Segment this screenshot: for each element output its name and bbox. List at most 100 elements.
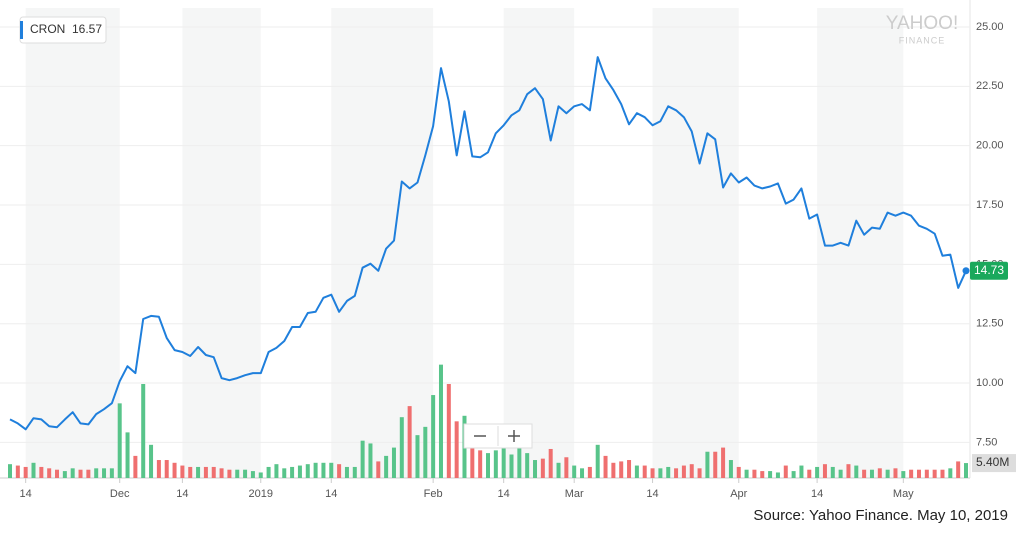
volume-bar (689, 464, 694, 478)
volume-bar (964, 463, 968, 478)
price-line (9, 56, 967, 431)
volume-bar (752, 469, 757, 478)
volume-bar (391, 447, 396, 478)
volume-bar (525, 453, 530, 478)
volume-bar (948, 468, 953, 478)
volume-bar (125, 432, 130, 478)
volume-bar (760, 471, 765, 478)
last-price-box (970, 261, 1008, 280)
x-tick-label: 14 (325, 488, 337, 500)
volume-bar (854, 465, 859, 478)
volume-bar (478, 450, 483, 478)
volume-bar (47, 468, 52, 478)
volume-bar (885, 469, 890, 478)
y-tick-label: 12.50 (976, 318, 1004, 330)
volume-bar (775, 472, 780, 478)
volume-bar (548, 448, 553, 478)
volume-bar (250, 471, 255, 478)
volume-bar (141, 384, 146, 478)
volume-bar (305, 464, 310, 478)
volume-bar (172, 462, 177, 478)
volume-bar (454, 421, 459, 478)
volume-bar (274, 464, 279, 478)
volume-bar (8, 464, 12, 478)
volume-bar (658, 468, 663, 478)
volume-bar (846, 464, 851, 478)
volume-bar (799, 465, 804, 478)
volume-bar (556, 462, 561, 478)
x-tick-label: Feb (424, 488, 443, 500)
volume-bar (62, 471, 67, 478)
volume-bar (15, 465, 20, 478)
volume-bar (431, 395, 436, 478)
volume-bar (376, 461, 381, 478)
volume-bar (627, 460, 632, 478)
volume-bar (603, 455, 608, 478)
volume-bar (713, 451, 718, 478)
volume-bar (580, 468, 585, 478)
volume-bar (102, 468, 107, 478)
volume-bar (862, 469, 867, 478)
volume-bar (235, 469, 240, 478)
x-tick-label: 14 (811, 488, 823, 500)
logo-sub: FINANCE (899, 35, 946, 45)
volume-bar (909, 469, 914, 478)
volume-bar (572, 465, 577, 478)
volume-bar (540, 458, 545, 478)
volume-bar (807, 469, 812, 478)
volume-bar (791, 471, 796, 478)
period-band (817, 8, 904, 478)
volume-bar (399, 417, 404, 478)
period-band (503, 8, 575, 478)
volume-bar (674, 468, 679, 478)
volume-bar (282, 468, 287, 478)
volume-bar (783, 465, 788, 478)
logo: YAHOO! (886, 13, 959, 34)
volume-bar (587, 466, 592, 478)
volume-bar (877, 468, 882, 478)
volume-bar (838, 469, 843, 478)
volume-bar (728, 460, 733, 478)
volume-bar (423, 426, 428, 478)
x-tick-label: May (893, 488, 914, 500)
volume-bar (321, 462, 326, 478)
y-tick-label: 20.00 (976, 140, 1004, 152)
volume-bar (23, 466, 28, 478)
volume-bar (768, 471, 773, 478)
volume-bar (869, 469, 874, 478)
period-band (331, 8, 434, 478)
volume-bar (697, 468, 702, 478)
volume-bar (924, 469, 929, 478)
zoom-control[interactable] (463, 423, 533, 449)
volume-bar (133, 455, 138, 478)
volume-bar (156, 460, 161, 478)
y-tick-label: 17.50 (976, 199, 1004, 211)
volume-bar (352, 466, 357, 478)
volume-bar (337, 464, 342, 478)
x-tick-label: 14 (498, 488, 510, 500)
volume-bar (736, 466, 741, 478)
y-tick-label: 25.00 (976, 21, 1004, 33)
legend: CRON 16.57 (19, 16, 107, 44)
volume-bar (681, 465, 686, 478)
volume-bar (705, 451, 710, 478)
volume-bar (721, 447, 726, 478)
volume-bar (407, 406, 412, 478)
x-tick-label: Apr (730, 488, 747, 500)
volume-bar (219, 468, 224, 478)
volume-bar (916, 469, 921, 478)
volume-bar (486, 453, 490, 478)
y-tick-label: 7.50 (976, 436, 997, 448)
volume-bar (266, 466, 271, 478)
last-price-label: 14.73 (974, 263, 1004, 277)
x-tick-label: 14 (20, 488, 32, 500)
volume-bar (196, 466, 201, 478)
volume-bar (611, 462, 616, 478)
legend-swatch (20, 21, 23, 39)
volume-bar (901, 471, 906, 478)
volume-bar (744, 469, 749, 478)
volume-bar (438, 364, 443, 478)
volume-bar (815, 466, 820, 478)
volume-bar (203, 466, 208, 478)
